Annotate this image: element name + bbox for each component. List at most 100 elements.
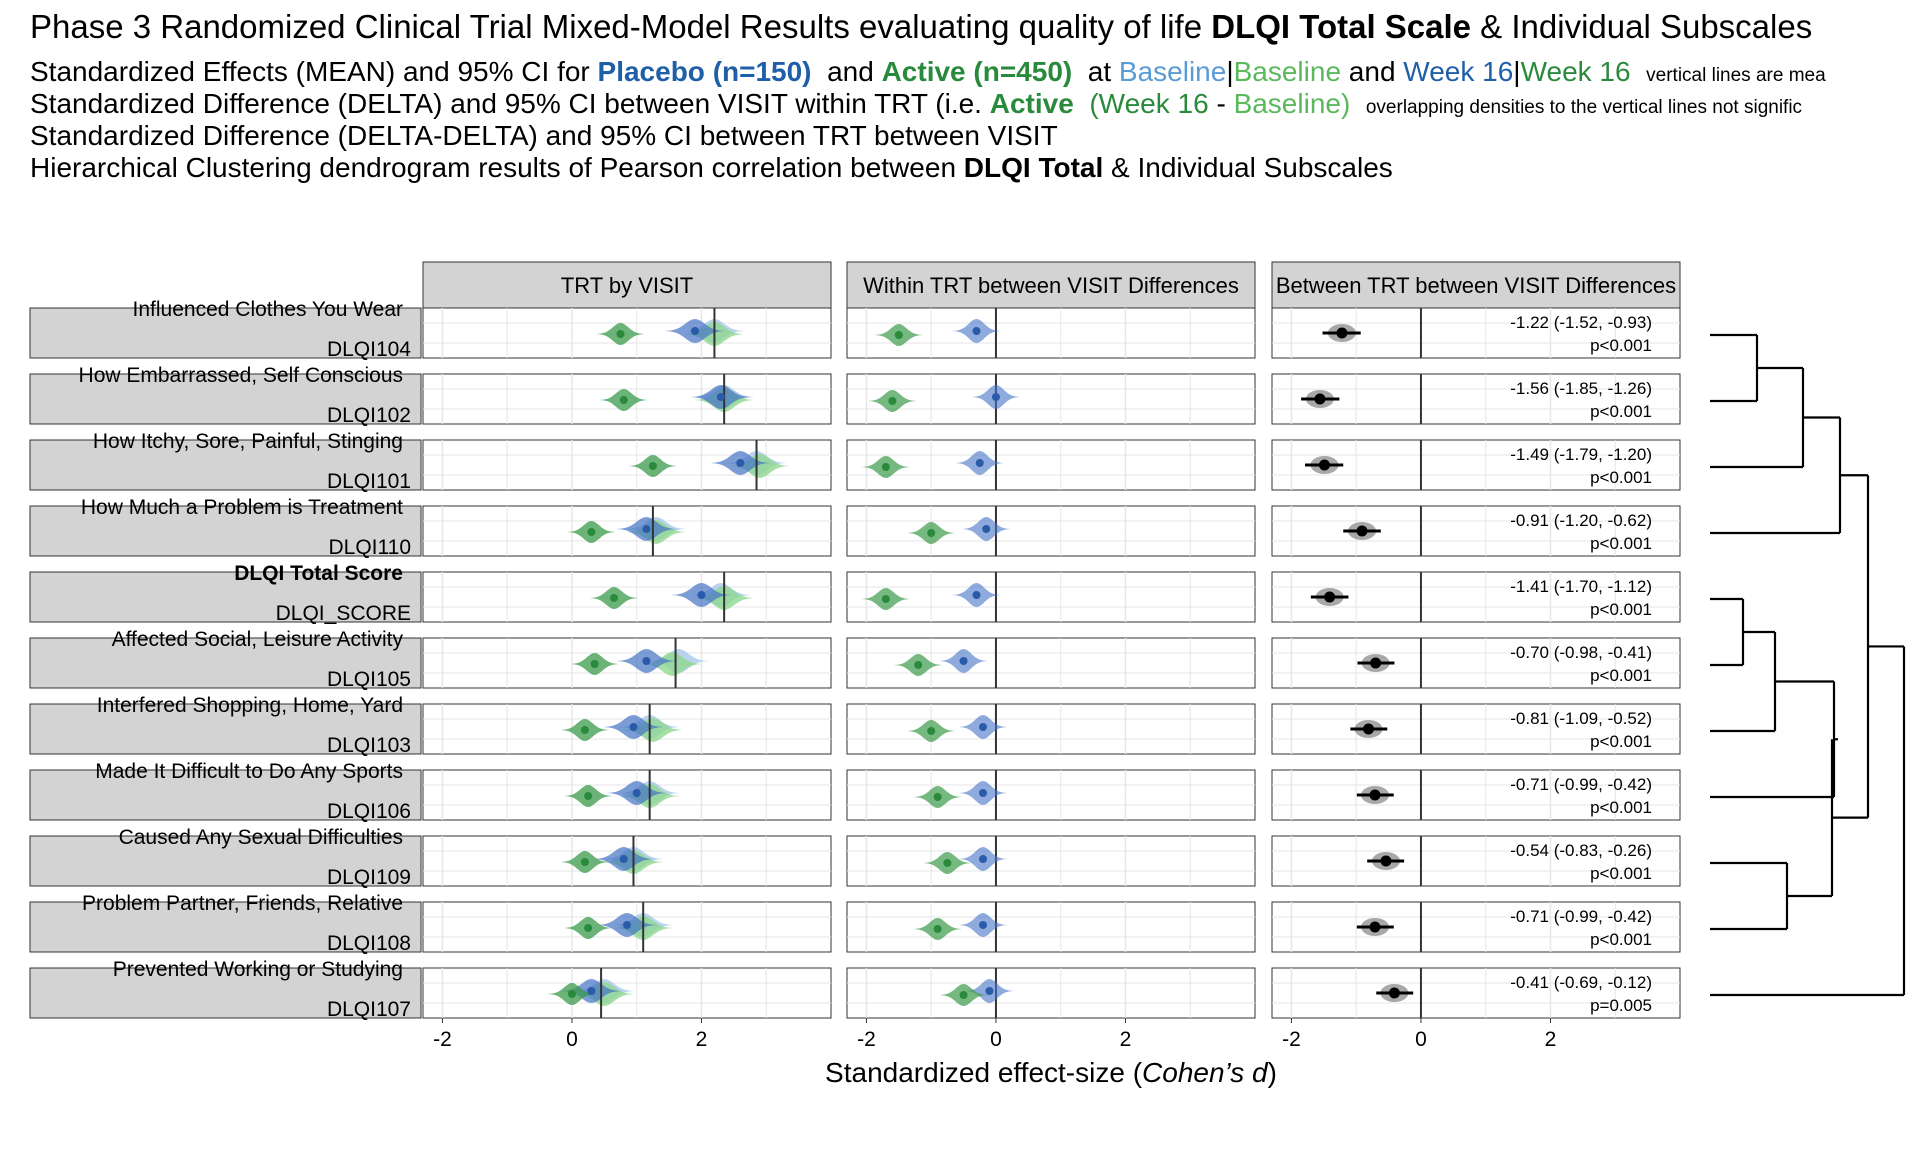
- panel-2-row-5: [846, 571, 1256, 623]
- x-tick-label: 0: [566, 1028, 578, 1051]
- dd-estimate-1: -1.22 (-1.52, -0.93): [1510, 313, 1652, 332]
- dd-pvalue-8: p<0.001: [1590, 798, 1652, 817]
- row-label-box-6: [29, 637, 422, 689]
- row-code-8: DLQI106: [327, 800, 411, 823]
- dd-estimate-11: -0.41 (-0.69, -0.12): [1510, 973, 1652, 992]
- subtitle-line-1: Standardized Effects (MEAN) and 95% CI f…: [30, 56, 1826, 87]
- point-active-week16-5: [610, 594, 619, 602]
- row-code-4: DLQI110: [329, 536, 412, 559]
- point-placebo-week16-3: [736, 459, 745, 467]
- point-placebo-delta-2: [991, 393, 1000, 401]
- point-active-delta-3: [881, 463, 890, 471]
- panel-3-row-6: [1271, 637, 1681, 689]
- dd-pvalue-10: p<0.001: [1590, 930, 1652, 949]
- density-active-baseline-6: [643, 652, 702, 676]
- panel-3-row-11: [1271, 967, 1681, 1019]
- point-placebo-week16-1: [691, 327, 699, 335]
- point-active-week16-8: [584, 792, 593, 800]
- dd-point-11: [1388, 987, 1400, 999]
- x-tick-label: 2: [1120, 1028, 1132, 1051]
- point-active-week16-11: [567, 990, 576, 998]
- dd-pvalue-9: p<0.001: [1590, 864, 1652, 883]
- row-label-box-9: [29, 835, 422, 887]
- point-placebo-week16-5: [697, 591, 706, 599]
- row-label-10: Problem Partner, Friends, Relative: [82, 892, 403, 915]
- dd-point-4: [1356, 525, 1368, 537]
- row-code-1: DLQI104: [327, 338, 411, 361]
- point-active-delta-10: [933, 925, 942, 933]
- row-code-9: DLQI109: [327, 866, 411, 889]
- point-placebo-delta-9: [979, 855, 987, 863]
- row-label-7: Interfered Shopping, Home, Yard: [97, 694, 403, 717]
- panel-3-row-10: [1271, 901, 1681, 953]
- dd-point-8: [1369, 789, 1381, 801]
- panel-3-row-8: [1271, 769, 1681, 821]
- panel-2-row-10: [846, 901, 1256, 953]
- density-active-baseline-3: [730, 454, 789, 478]
- point-placebo-week16-4: [642, 525, 651, 533]
- row-code-11: DLQI107: [327, 998, 411, 1021]
- panel-3-row-9: [1271, 835, 1681, 887]
- row-label-5: DLQI Total Score: [234, 562, 403, 585]
- dd-estimate-2: -1.56 (-1.85, -1.26): [1510, 379, 1652, 398]
- strip-title-2: Within TRT between VISIT Differences: [863, 273, 1239, 298]
- point-placebo-delta-11: [985, 987, 994, 995]
- point-placebo-delta-6: [959, 657, 968, 665]
- point-active-delta-7: [927, 727, 936, 735]
- row-label-box-11: [29, 967, 422, 1019]
- point-active-week16-7: [580, 726, 589, 734]
- dd-pvalue-6: p<0.001: [1590, 666, 1652, 685]
- point-placebo-week16-10: [623, 921, 631, 929]
- panel-2-row-8: [846, 769, 1256, 821]
- subtitle-line-2: Standardized Difference (DELTA) and 95% …: [30, 88, 1803, 119]
- point-active-delta-2: [888, 397, 897, 405]
- point-placebo-delta-5: [972, 591, 981, 599]
- point-active-delta-6: [914, 661, 923, 669]
- panel-1-row-4: [422, 505, 832, 557]
- dd-pvalue-4: p<0.001: [1590, 534, 1652, 553]
- row-label-1: Influenced Clothes You Wear: [133, 298, 403, 321]
- dd-point-10: [1369, 921, 1381, 933]
- dd-estimate-8: -0.71 (-0.99, -0.42): [1510, 775, 1652, 794]
- row-code-2: DLQI102: [327, 404, 411, 427]
- dd-estimate-10: -0.71 (-0.99, -0.42): [1510, 907, 1652, 926]
- dd-point-5: [1324, 591, 1336, 603]
- point-placebo-delta-8: [979, 789, 987, 797]
- strip-header-3: [1271, 261, 1681, 309]
- point-placebo-week16-11: [587, 987, 596, 995]
- point-active-delta-1: [894, 331, 903, 339]
- dd-point-6: [1370, 657, 1382, 669]
- point-placebo-week16-2: [716, 393, 725, 401]
- panel-2-row-11: [846, 967, 1256, 1019]
- point-placebo-week16-8: [632, 789, 641, 797]
- subtitle-line-3: Standardized Difference (DELTA-DELTA) an…: [30, 120, 1058, 151]
- x-tick-label: 0: [990, 1028, 1002, 1051]
- dd-point-2: [1314, 393, 1326, 405]
- row-code-3: DLQI101: [327, 470, 411, 493]
- row-label-2: How Embarrassed, Self Conscious: [79, 364, 403, 387]
- chart-title: Phase 3 Randomized Clinical Trial Mixed-…: [30, 8, 1813, 45]
- point-active-week16-10: [584, 924, 593, 932]
- panel-2-row-2: [846, 373, 1256, 425]
- point-active-delta-5: [881, 595, 890, 603]
- point-active-week16-2: [619, 396, 628, 404]
- point-placebo-week16-7: [629, 723, 638, 731]
- dd-pvalue-3: p<0.001: [1590, 468, 1652, 487]
- x-tick-label: 2: [696, 1028, 708, 1051]
- dd-point-9: [1380, 855, 1392, 867]
- panel-2-row-7: [846, 703, 1256, 755]
- point-placebo-delta-3: [975, 459, 984, 467]
- row-label-box-8: [29, 769, 422, 821]
- row-label-box-4: [29, 505, 422, 557]
- point-active-delta-9: [943, 859, 952, 867]
- point-active-delta-8: [933, 793, 942, 801]
- row-label-box-1: [29, 307, 422, 359]
- point-placebo-week16-6: [642, 657, 651, 665]
- row-label-9: Caused Any Sexual Difficulties: [119, 826, 403, 849]
- row-label-box-7: [29, 703, 422, 755]
- x-tick-label: -2: [433, 1028, 452, 1051]
- panel-3-row-4: [1271, 505, 1681, 557]
- point-active-delta-4: [927, 529, 936, 537]
- dd-estimate-9: -0.54 (-0.83, -0.26): [1510, 841, 1652, 860]
- dd-estimate-5: -1.41 (-1.70, -1.12): [1510, 577, 1652, 596]
